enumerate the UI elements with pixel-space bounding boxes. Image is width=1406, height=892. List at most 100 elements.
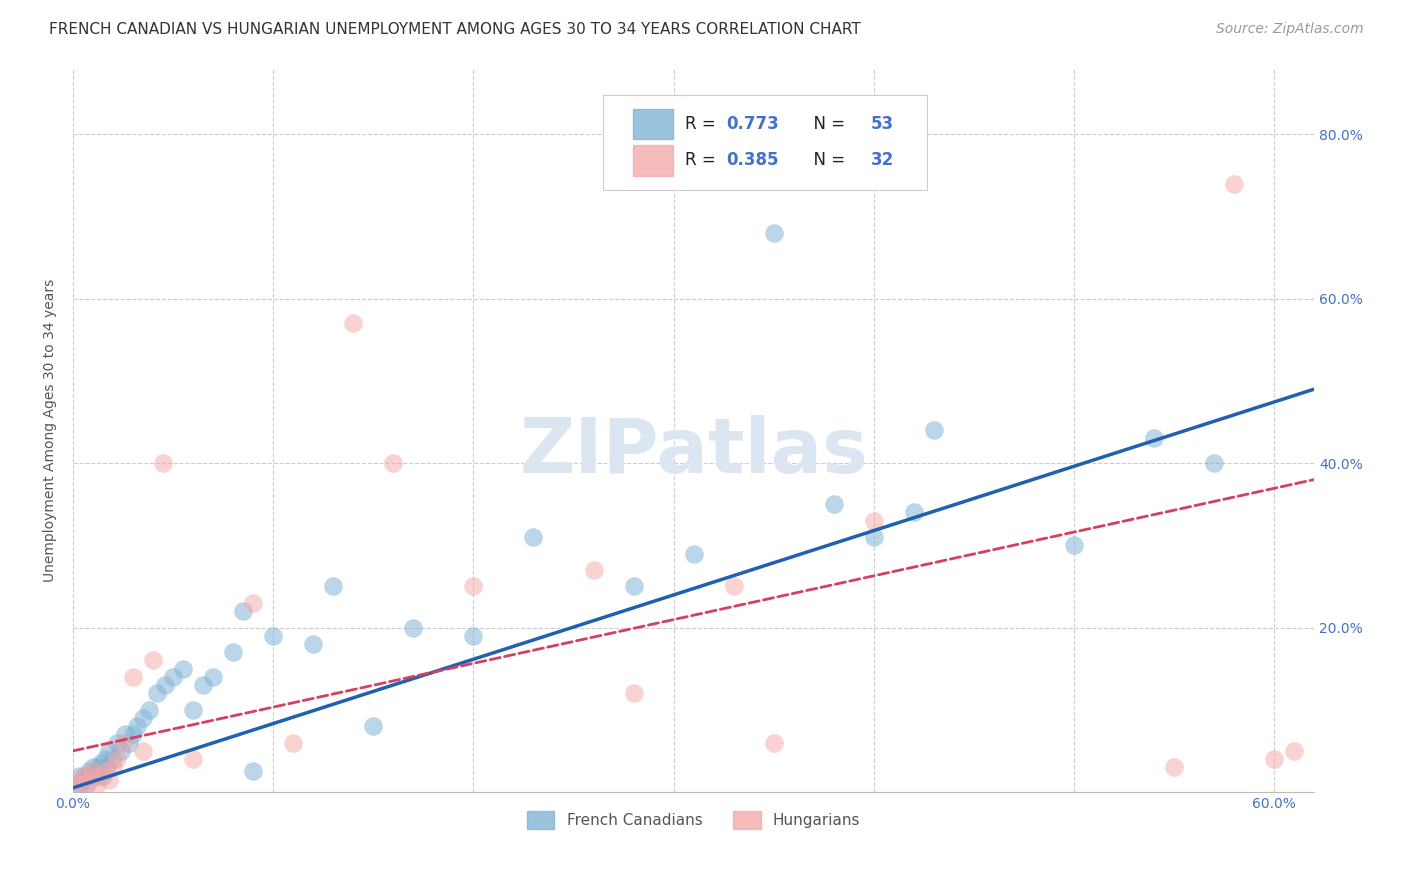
FancyBboxPatch shape	[603, 95, 927, 190]
FancyBboxPatch shape	[633, 145, 672, 176]
Point	[101, 752, 124, 766]
Point	[146, 686, 169, 700]
Point	[66, 777, 89, 791]
Point	[402, 621, 425, 635]
Point	[152, 456, 174, 470]
Point	[90, 768, 112, 782]
Point	[762, 226, 785, 240]
Point	[86, 764, 108, 779]
Point	[762, 736, 785, 750]
Point	[94, 764, 117, 779]
Point	[96, 760, 118, 774]
Point	[623, 579, 645, 593]
Text: ZIPatlas: ZIPatlas	[519, 415, 868, 489]
Point	[1263, 752, 1285, 766]
Point	[67, 768, 90, 782]
Point	[127, 719, 149, 733]
Point	[70, 777, 93, 791]
Point	[922, 423, 945, 437]
Text: 0.385: 0.385	[725, 152, 779, 169]
Point	[862, 530, 884, 544]
Point	[322, 579, 344, 593]
Point	[363, 719, 385, 733]
Text: Source: ZipAtlas.com: Source: ZipAtlas.com	[1216, 22, 1364, 37]
Point	[80, 768, 103, 782]
Point	[105, 736, 128, 750]
Point	[181, 703, 204, 717]
Point	[172, 662, 194, 676]
Text: 32: 32	[872, 152, 894, 169]
Point	[122, 727, 145, 741]
Point	[153, 678, 176, 692]
Point	[138, 703, 160, 717]
Point	[302, 637, 325, 651]
Text: R =: R =	[685, 115, 721, 133]
Point	[132, 711, 155, 725]
Point	[90, 756, 112, 771]
Y-axis label: Unemployment Among Ages 30 to 34 years: Unemployment Among Ages 30 to 34 years	[44, 278, 58, 582]
Point	[76, 777, 98, 791]
Point	[66, 777, 89, 791]
Point	[232, 604, 254, 618]
Point	[823, 497, 845, 511]
Text: N =: N =	[803, 152, 851, 169]
Point	[80, 768, 103, 782]
Point	[162, 670, 184, 684]
Text: 0.773: 0.773	[725, 115, 779, 133]
Point	[382, 456, 405, 470]
Point	[122, 670, 145, 684]
Point	[98, 744, 121, 758]
Point	[77, 764, 100, 779]
Point	[723, 579, 745, 593]
Point	[582, 563, 605, 577]
Text: FRENCH CANADIAN VS HUNGARIAN UNEMPLOYMENT AMONG AGES 30 TO 34 YEARS CORRELATION : FRENCH CANADIAN VS HUNGARIAN UNEMPLOYMEN…	[49, 22, 860, 37]
Point	[76, 777, 98, 791]
Point	[1202, 456, 1225, 470]
Point	[72, 772, 94, 787]
Point	[72, 768, 94, 782]
Point	[1163, 760, 1185, 774]
FancyBboxPatch shape	[633, 109, 672, 139]
Point	[682, 547, 704, 561]
Point	[142, 653, 165, 667]
Point	[522, 530, 544, 544]
Point	[70, 772, 93, 787]
Point	[463, 629, 485, 643]
Point	[903, 505, 925, 519]
Point	[181, 752, 204, 766]
Point	[193, 678, 215, 692]
Point	[262, 629, 284, 643]
Point	[202, 670, 225, 684]
Point	[110, 744, 132, 758]
Point	[1063, 538, 1085, 552]
Point	[242, 764, 264, 779]
Point	[242, 596, 264, 610]
Point	[118, 736, 141, 750]
Legend: French Canadians, Hungarians: French Canadians, Hungarians	[520, 805, 866, 835]
Point	[82, 764, 104, 779]
Point	[75, 768, 97, 782]
Point	[342, 317, 364, 331]
Point	[1143, 432, 1166, 446]
Point	[91, 768, 114, 782]
Point	[101, 760, 124, 774]
Point	[623, 686, 645, 700]
Point	[86, 777, 108, 791]
Point	[87, 760, 110, 774]
Point	[1223, 177, 1246, 191]
Point	[94, 752, 117, 766]
Point	[283, 736, 305, 750]
Point	[112, 736, 135, 750]
Point	[105, 752, 128, 766]
Point	[98, 772, 121, 787]
Point	[222, 645, 245, 659]
Point	[463, 579, 485, 593]
Point	[114, 727, 136, 741]
Point	[132, 744, 155, 758]
Point	[84, 768, 107, 782]
Point	[1282, 744, 1305, 758]
Text: N =: N =	[803, 115, 851, 133]
Point	[862, 514, 884, 528]
Text: R =: R =	[685, 152, 721, 169]
Point	[82, 760, 104, 774]
